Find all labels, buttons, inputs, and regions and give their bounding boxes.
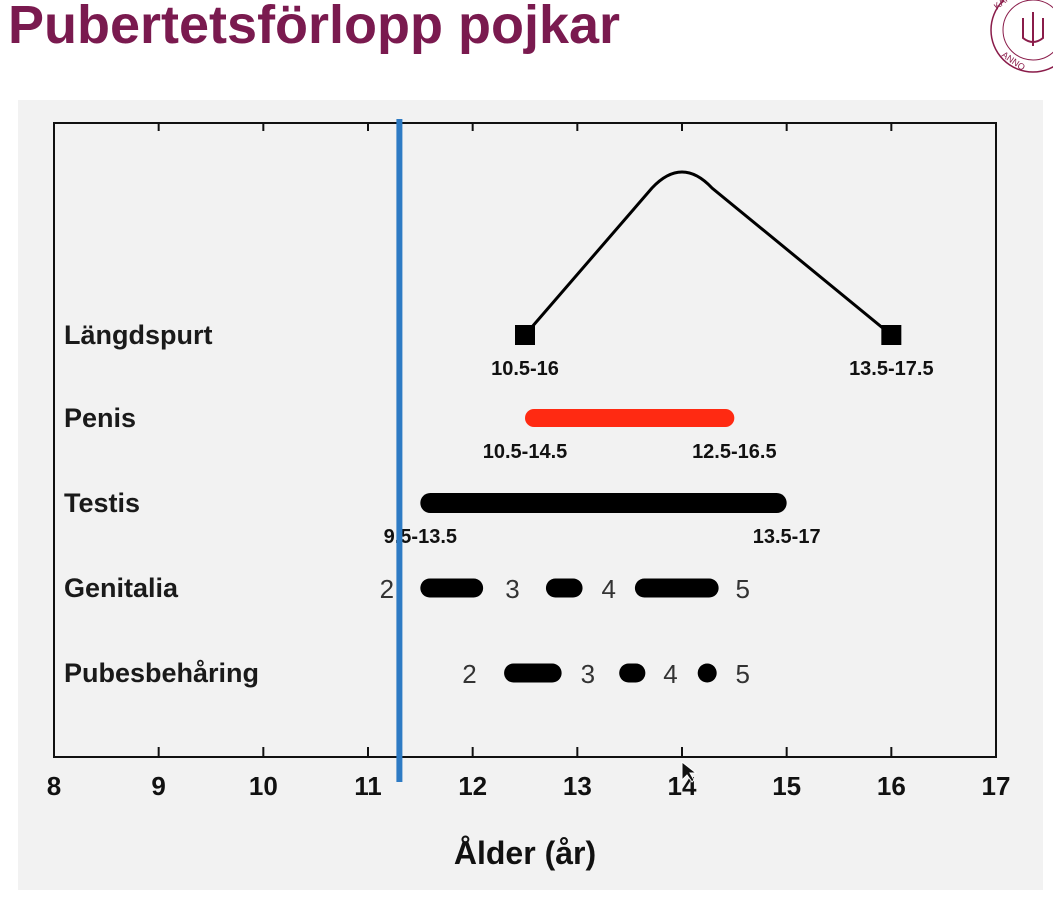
svg-text:KAROL: KAROL <box>992 0 1022 12</box>
stage-label: 2 <box>462 659 476 689</box>
x-tick-label: 9 <box>151 771 165 801</box>
stage-label: 3 <box>581 659 595 689</box>
stage-label: 3 <box>505 574 519 604</box>
stage-segment <box>545 578 583 598</box>
x-tick-label: 8 <box>47 771 61 801</box>
stage-label: 5 <box>735 574 749 604</box>
mouse-cursor-icon <box>681 760 698 783</box>
growth-spurt-curve <box>523 170 893 337</box>
karolinska-seal-logo: KAROL ANNO <box>990 0 1053 73</box>
x-tick-label: 17 <box>982 771 1011 801</box>
range-label-end: 13.5-17 <box>753 526 821 548</box>
x-tick-label: 13 <box>563 771 592 801</box>
range-bar <box>525 409 735 427</box>
curve-start-marker <box>515 325 535 345</box>
chart-panel: 8 9 10 11 12 13 14 15 16 17 Ålder (år) Längdspurt 10… <box>18 100 1043 890</box>
x-tick-label: 12 <box>458 771 487 801</box>
stage-segment <box>697 663 717 683</box>
stage-segment <box>504 663 562 683</box>
stage-label: 5 <box>735 659 749 689</box>
range-bar <box>420 493 787 513</box>
plot-frame <box>53 122 997 758</box>
row-label: Testis <box>64 488 140 518</box>
x-tick-label: 11 <box>354 771 382 801</box>
stage-label: 4 <box>601 574 615 604</box>
range-label-start: 10.5-14.5 <box>483 441 568 463</box>
stage-segment <box>420 578 484 598</box>
curve-end-marker <box>881 325 902 345</box>
x-tick-label: 15 <box>772 771 801 801</box>
stage-segment <box>634 578 719 598</box>
stage-label: 4 <box>663 659 677 689</box>
x-axis-title: Ålder (år) <box>454 835 596 871</box>
row-label: Penis <box>64 403 136 433</box>
range-label-start: 9.5-13.5 <box>384 526 457 548</box>
row-label: Pubesbehåring <box>64 658 259 688</box>
page-title: Pubertetsförlopp pojkar <box>8 0 621 55</box>
range-label-start: 10.5-16 <box>491 358 559 380</box>
row-label: Längdspurt <box>64 320 213 350</box>
x-tick-label: 10 <box>249 771 278 801</box>
stage-segment <box>619 663 646 683</box>
x-tick-label: 16 <box>877 771 906 801</box>
range-label-end: 13.5-17.5 <box>849 358 934 380</box>
stage-label: 2 <box>380 574 394 604</box>
row-label: Genitalia <box>64 573 179 603</box>
range-label-end: 12.5-16.5 <box>692 441 777 463</box>
